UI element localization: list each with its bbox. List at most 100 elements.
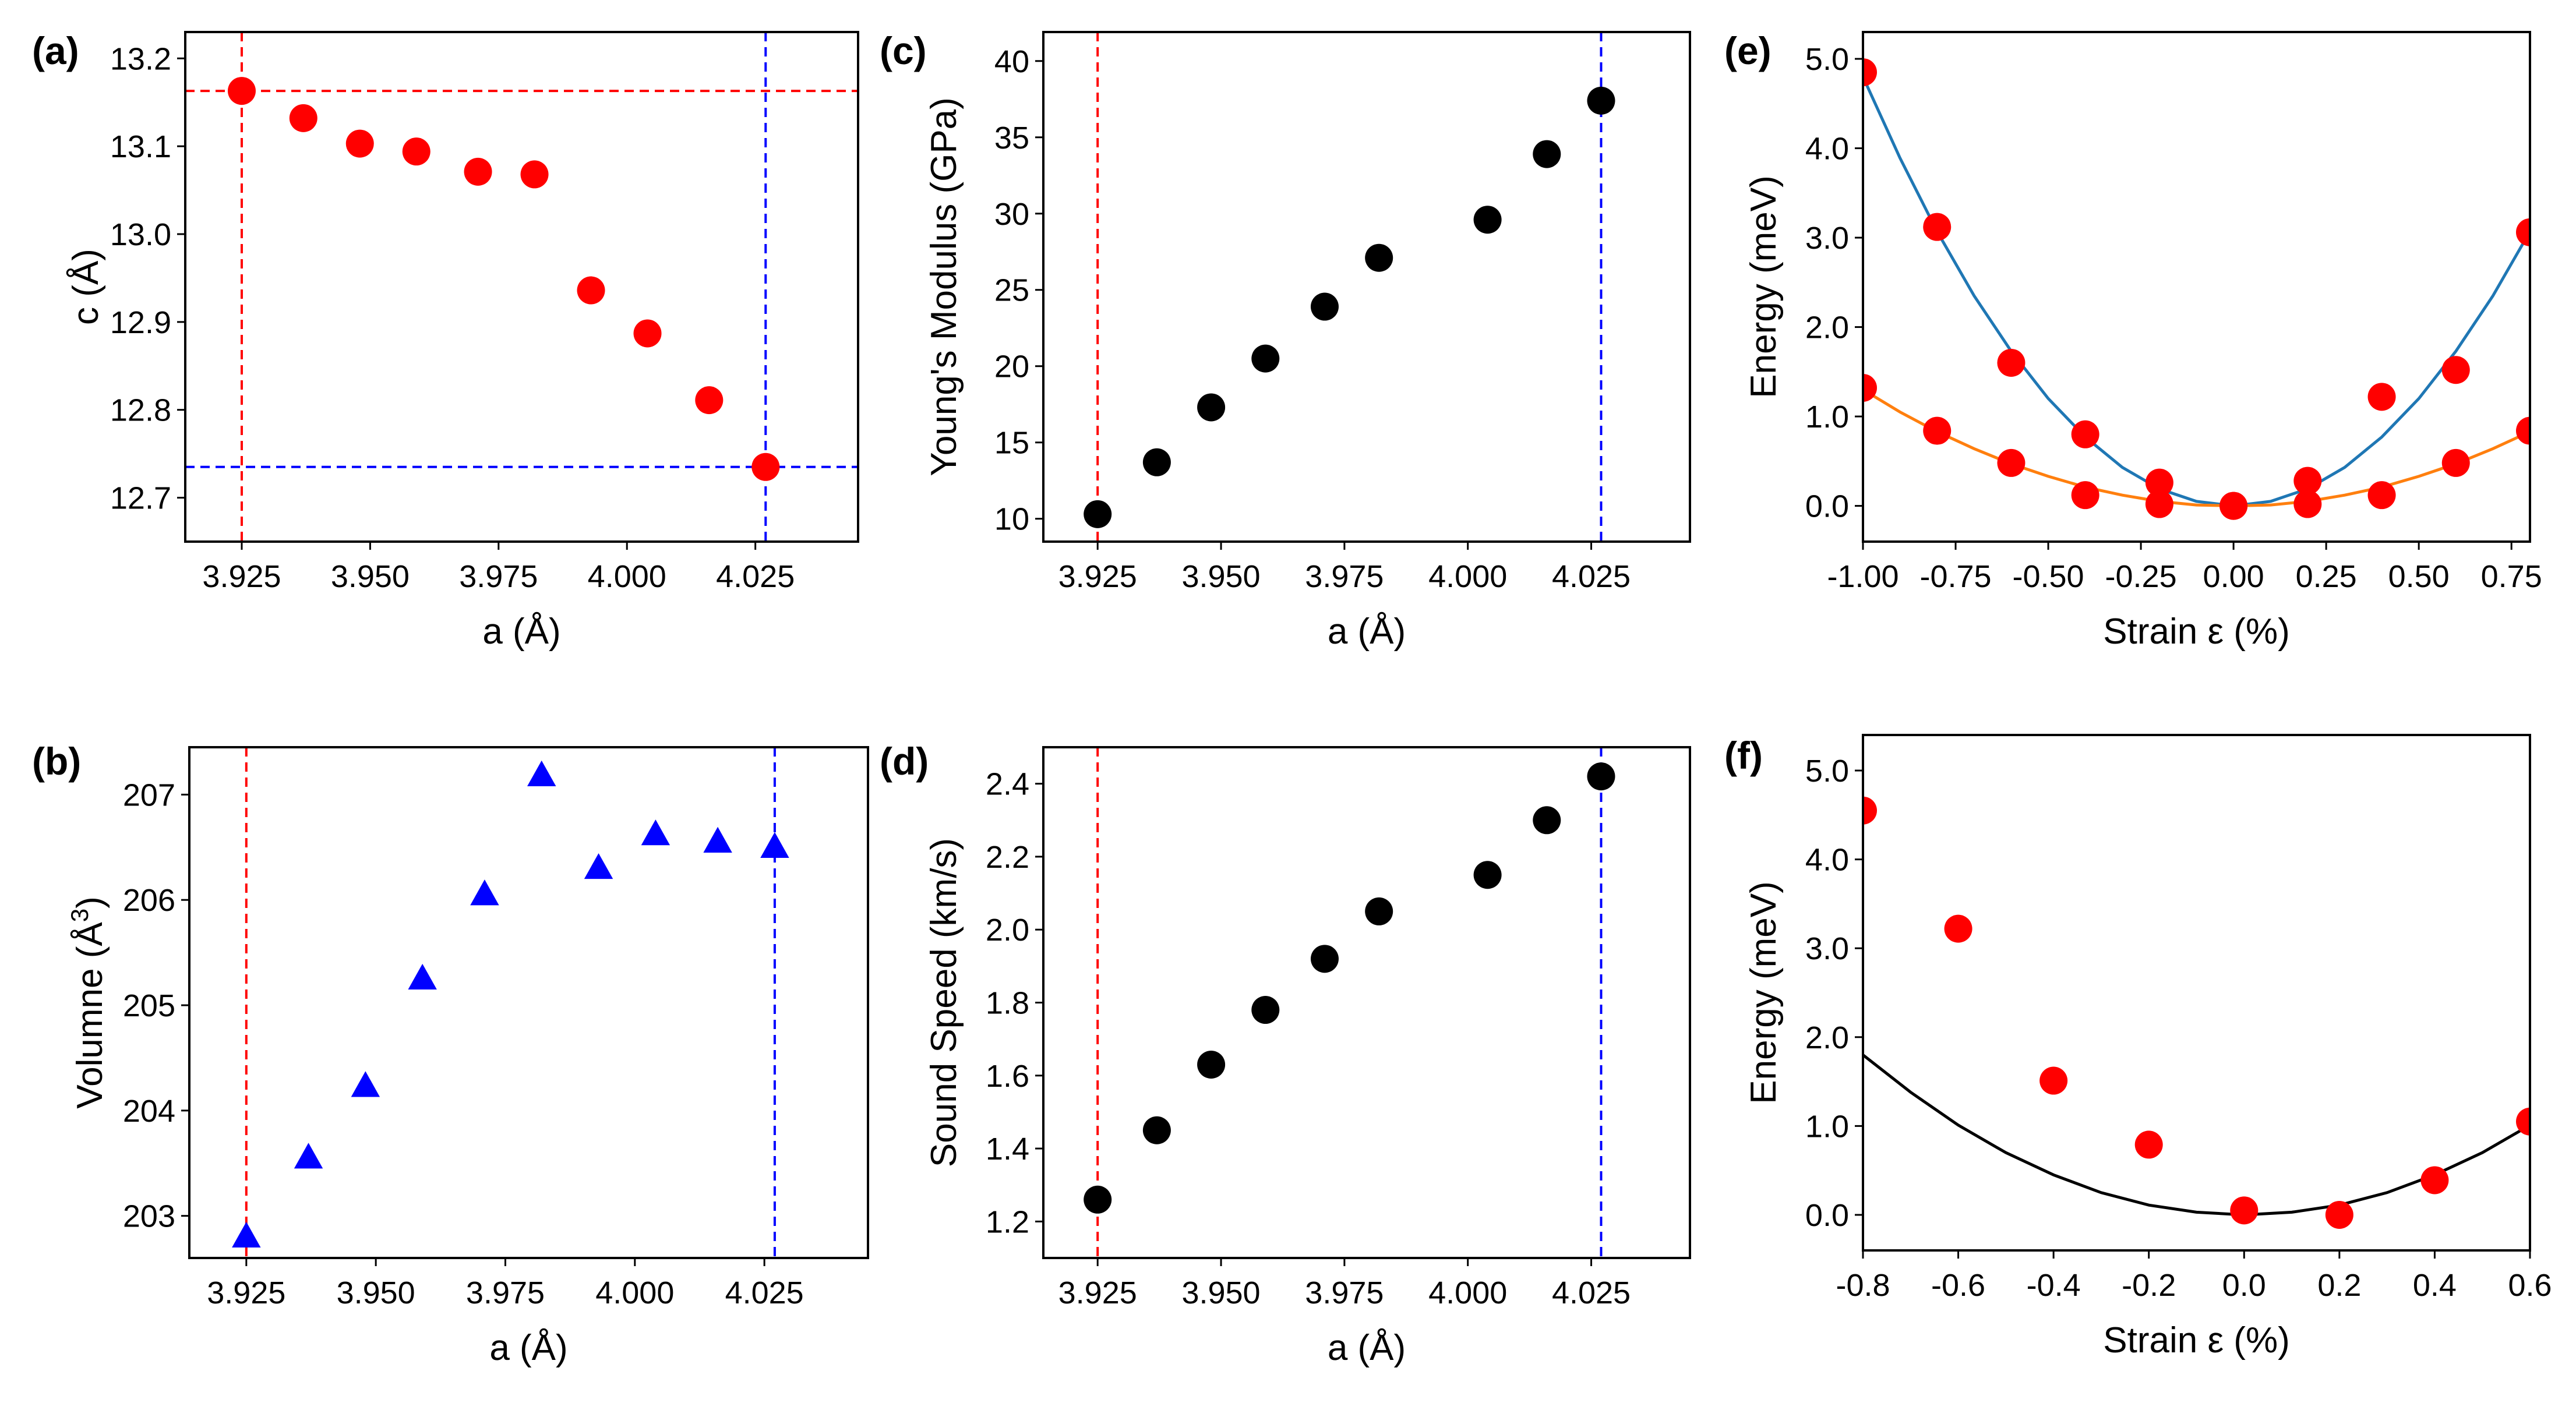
x-tick-label: 4.000 — [595, 1275, 674, 1310]
panel-label: (c) — [880, 29, 927, 72]
data-point — [703, 826, 732, 853]
x-tick-label: 3.925 — [207, 1275, 285, 1310]
plot-area — [1863, 58, 2530, 520]
data-point — [1310, 945, 1339, 973]
data-point — [2516, 416, 2530, 445]
y-tick-label: 35 — [994, 121, 1029, 156]
x-axis-label: Strain ε (%) — [2103, 612, 2289, 652]
y-tick-label: 10 — [994, 502, 1029, 537]
y-tick-label: 0.0 — [1805, 1198, 1849, 1233]
plot-area — [185, 32, 858, 542]
data-point — [1310, 292, 1339, 321]
y-tick-label: 30 — [994, 197, 1029, 232]
data-point — [1863, 58, 1877, 87]
chart-panel-d: 3.925 3.950 3.975 4.000 4.025 1.2 1.4 1.6 1.8 2.0… — [880, 740, 1691, 1368]
x-tick-label: 3.975 — [1305, 1275, 1384, 1310]
x-tick-label: 3.975 — [459, 559, 538, 594]
data-point — [760, 832, 789, 858]
panel-label: (e) — [1724, 29, 1772, 72]
x-tick-label: 4.025 — [716, 559, 795, 594]
y-tick-label: 2.0 — [1805, 310, 1849, 345]
data-point — [2441, 448, 2470, 477]
chart-panel-c: 3.925 3.950 3.975 4.000 4.025 10 15 20 25 30 35 40 a… — [880, 29, 1691, 652]
data-point — [345, 129, 374, 158]
data-point — [464, 157, 492, 186]
y-tick-label: 20 — [994, 349, 1029, 384]
plot-frame — [1042, 746, 1691, 1259]
data-point — [2230, 1196, 2259, 1225]
data-point — [1473, 206, 1502, 234]
plot-frame — [188, 746, 869, 1259]
y-tick-label: 25 — [994, 273, 1029, 308]
y-tick-label: 1.2 — [986, 1204, 1029, 1239]
data-point — [2219, 492, 2248, 520]
data-point — [2516, 1107, 2530, 1136]
data-point — [1944, 914, 1972, 943]
x-axis-label: a (Å) — [1328, 1328, 1406, 1368]
y-axis-label: Volumne (Å3) — [66, 896, 110, 1109]
x-tick-label: 3.925 — [1058, 559, 1137, 594]
y-tick-label: 1.6 — [986, 1059, 1029, 1094]
y-tick-label: 40 — [994, 44, 1029, 79]
data-point — [2325, 1200, 2353, 1229]
plot-frame — [184, 31, 859, 543]
y-tick-label: 0.0 — [1805, 489, 1849, 524]
y-tick-label: 205 — [123, 988, 175, 1023]
y-tick-label: 1.8 — [986, 986, 1029, 1021]
x-tick-label: 3.925 — [1058, 1275, 1137, 1310]
data-point — [1251, 344, 1280, 373]
data-point — [1142, 1116, 1171, 1144]
fit-curve — [1863, 388, 2530, 508]
plot-frame — [1862, 734, 2531, 1252]
data-point — [1587, 762, 1615, 791]
plot-frame — [1042, 31, 1691, 543]
x-tick-label: 4.000 — [1428, 1275, 1507, 1310]
y-tick-label: 13.2 — [110, 41, 171, 76]
x-tick-label: 0.4 — [2413, 1268, 2457, 1303]
y-tick-label: 2.4 — [986, 767, 1029, 802]
x-tick-label: 3.925 — [202, 559, 281, 594]
panel-label: (d) — [880, 740, 929, 783]
data-point — [1997, 348, 2025, 377]
data-point — [1533, 806, 1561, 835]
x-axis-label: a (Å) — [1328, 612, 1406, 652]
x-tick-label: -0.8 — [1836, 1268, 1890, 1303]
y-tick-label: 2.2 — [986, 840, 1029, 875]
data-point — [2367, 481, 2396, 510]
data-point — [577, 276, 605, 305]
data-point — [2071, 420, 2099, 448]
data-point — [408, 963, 437, 990]
y-tick-label: 5.0 — [1805, 754, 1849, 789]
plot-area — [232, 747, 789, 1258]
x-axis-label: a (Å) — [489, 1328, 567, 1368]
x-tick-label: -0.4 — [2027, 1268, 2081, 1303]
x-tick-label: 3.975 — [1305, 559, 1384, 594]
data-point — [751, 453, 780, 481]
data-point — [1587, 86, 1615, 115]
data-point — [1365, 243, 1393, 272]
y-tick-label: 2.0 — [986, 913, 1029, 948]
data-point — [227, 77, 256, 105]
x-tick-label: 0.50 — [2388, 559, 2450, 594]
x-tick-label: 0.00 — [2203, 559, 2264, 594]
x-tick-label: 0.75 — [2481, 559, 2542, 594]
data-point — [232, 1221, 261, 1248]
data-point — [2145, 490, 2173, 518]
fit-curve — [1863, 1054, 2530, 1217]
data-point — [633, 319, 662, 348]
data-point — [2039, 1066, 2068, 1095]
x-tick-label: -0.75 — [1919, 559, 1991, 594]
y-tick-label: 12.7 — [110, 481, 171, 516]
y-tick-label: 206 — [123, 883, 175, 918]
y-tick-label: 13.1 — [110, 129, 171, 164]
data-point — [1197, 393, 1226, 422]
panel-label: (b) — [32, 740, 81, 783]
data-point — [520, 160, 549, 189]
x-tick-label: 0.25 — [2296, 559, 2357, 594]
data-point — [2134, 1130, 2163, 1159]
chart-panel-a: 3.925 3.950 3.975 4.000 4.025 12.7 12.8 12.9 13.… — [32, 29, 859, 652]
x-tick-label: 0.6 — [2508, 1268, 2552, 1303]
chart-panel-e: -1.00 -0.75 -0.50 -0.25 0.00 0.25 0.50 0.75 0.0 1… — [1724, 29, 2542, 652]
x-tick-label: 3.975 — [466, 1275, 545, 1310]
x-tick-label: -0.25 — [2105, 559, 2177, 594]
